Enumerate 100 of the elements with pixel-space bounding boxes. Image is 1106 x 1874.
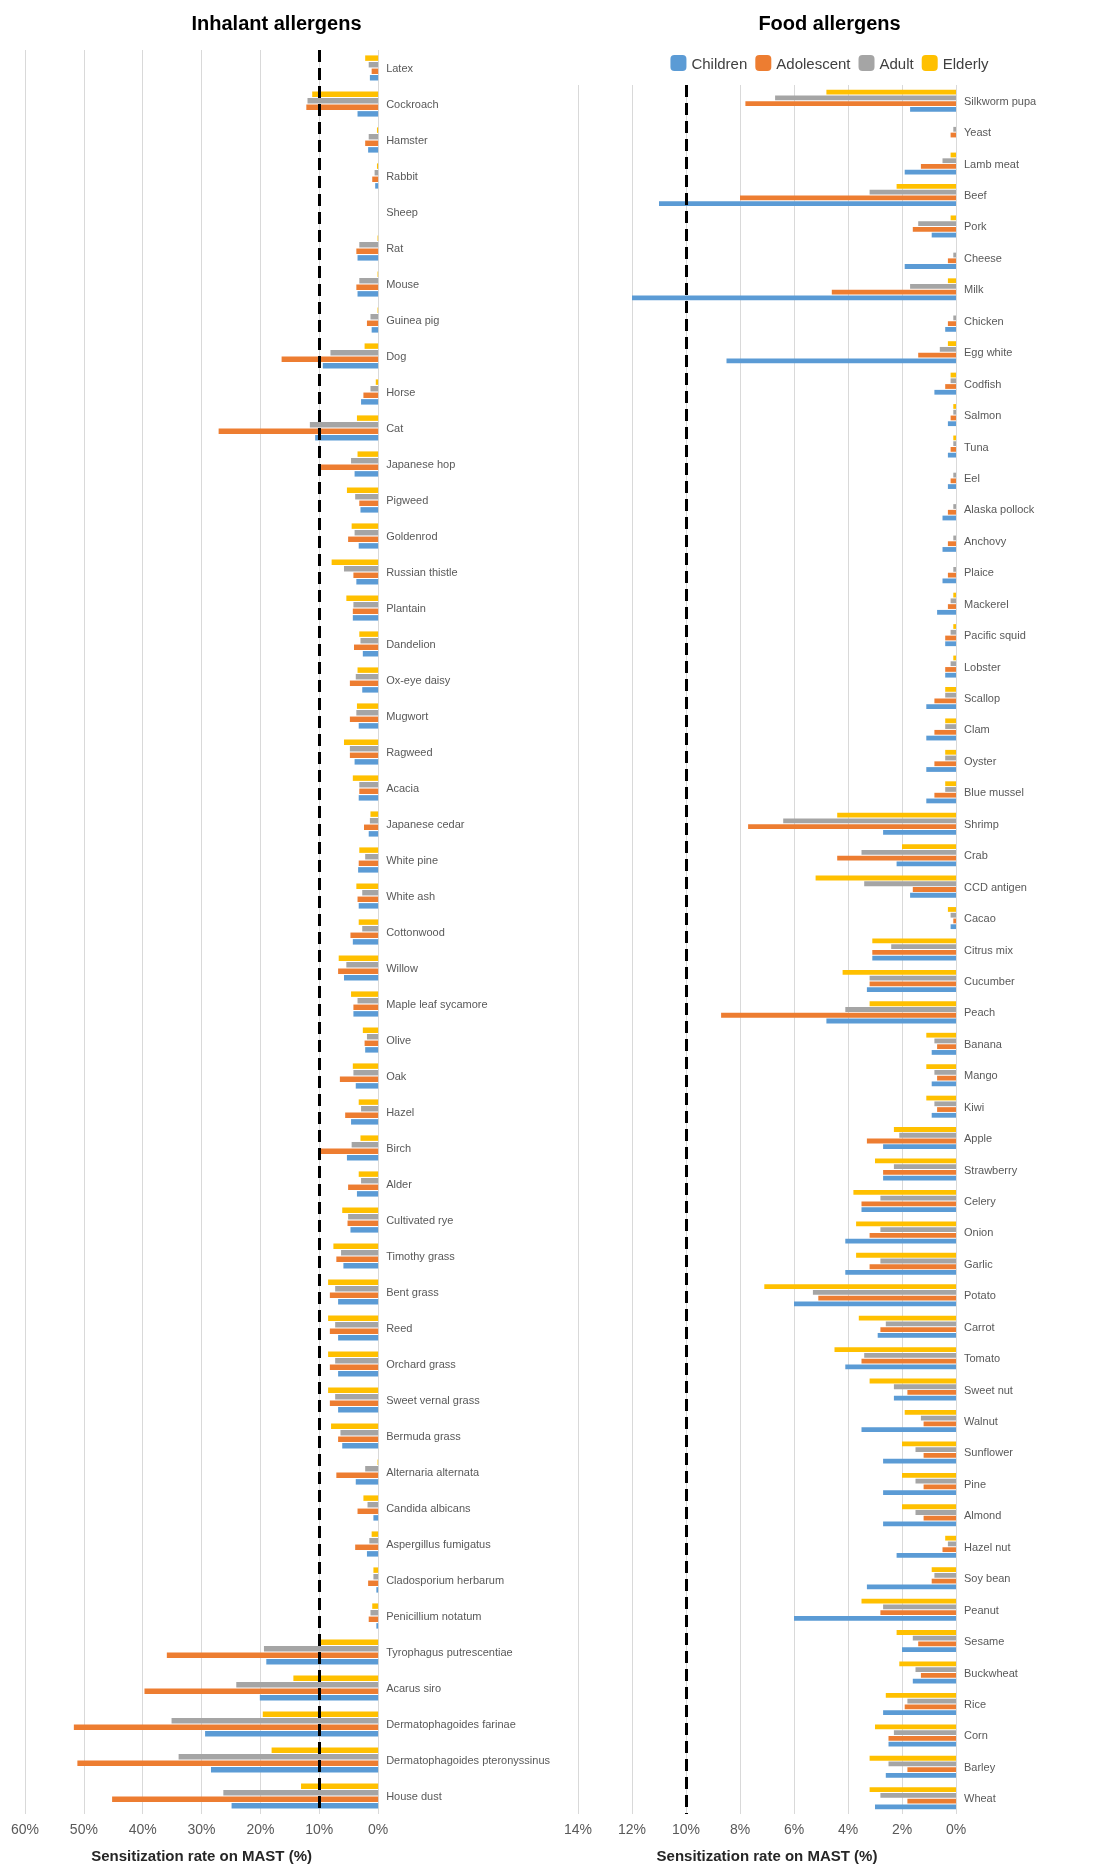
x-tick-label: 60% [10, 1821, 40, 1837]
y-tick-label: White ash [386, 890, 436, 902]
bar [950, 215, 956, 221]
bar [907, 1390, 956, 1395]
y-tick-label: Tuna [964, 440, 990, 453]
bar [947, 484, 956, 489]
bar [341, 1249, 379, 1256]
bar [359, 241, 379, 248]
bar [893, 1730, 956, 1735]
y-tick-label: Egg white [964, 346, 1013, 359]
bar [363, 1495, 379, 1501]
y-tick-label: Japanese cedar [386, 818, 465, 830]
y-tick-label: Pacific squid [964, 629, 1026, 642]
bar [947, 421, 956, 427]
bar [845, 1270, 956, 1275]
bar [880, 1793, 956, 1798]
y-tick-label: Plaice [964, 566, 994, 579]
bar [353, 1004, 379, 1011]
y-tick-label: Acarus siro [386, 1682, 442, 1694]
y-tick-label: Cockroach [386, 98, 439, 110]
bar [333, 1243, 379, 1249]
bar [764, 1284, 956, 1290]
bar [370, 1609, 379, 1616]
y-tick-label: Mouse [386, 278, 420, 290]
y-tick-label: Sweet vernal grass [386, 1394, 481, 1406]
bar [366, 320, 379, 327]
bar [885, 1773, 956, 1778]
bar [356, 284, 379, 291]
bar [370, 385, 379, 392]
bar [358, 1171, 379, 1177]
bar [856, 1221, 956, 1227]
bar [812, 1290, 956, 1295]
y-tick-label: Sunflower [964, 1446, 1014, 1459]
bar [893, 1395, 956, 1401]
legend-label: Adolescent [776, 54, 852, 72]
bar [907, 1767, 956, 1773]
y-tick-label: House dust [386, 1790, 442, 1802]
bar [343, 739, 379, 745]
bar [361, 399, 379, 405]
bar [357, 291, 379, 297]
bar [923, 1452, 956, 1458]
bar [953, 624, 956, 629]
bar [343, 565, 379, 572]
bar [931, 1081, 956, 1087]
bar [888, 1735, 956, 1741]
bar [365, 1047, 379, 1053]
bar [869, 981, 956, 987]
bar [904, 169, 956, 175]
bar [353, 1069, 379, 1076]
bar [366, 1033, 379, 1040]
y-tick-label: CCD antigen [964, 880, 1027, 893]
y-tick-label: Cucumber [964, 974, 1016, 987]
bar [845, 1007, 956, 1012]
bar [945, 667, 956, 672]
bar [348, 1184, 379, 1191]
x-tick-label: 10% [671, 1821, 701, 1837]
bar [353, 572, 379, 579]
bar [363, 392, 379, 399]
bar [945, 718, 956, 724]
bar [259, 1695, 379, 1701]
bar [321, 464, 379, 471]
bar [144, 1688, 379, 1695]
bar [953, 567, 956, 572]
y-tick-label: Russian thistle [386, 566, 458, 578]
bar [950, 598, 956, 604]
x-tick-label: 0% [368, 1821, 389, 1837]
bar [231, 1803, 379, 1809]
bar [912, 226, 956, 232]
y-tick-label: Lamb meat [964, 157, 1020, 170]
bar [348, 536, 379, 543]
bar [885, 1692, 956, 1698]
bar [328, 1387, 379, 1393]
bar [358, 860, 379, 867]
bar [355, 1479, 379, 1485]
bar [338, 1299, 379, 1305]
y-tick-label: Eel [964, 471, 980, 484]
bar [945, 781, 956, 787]
bar [861, 1201, 956, 1207]
bar [336, 1472, 379, 1479]
bar [307, 97, 379, 104]
y-tick-label: Sweet nut [964, 1383, 1013, 1396]
y-tick-label: Celery [964, 1194, 997, 1207]
bar [883, 1604, 956, 1610]
bar [361, 1105, 379, 1112]
x-tick-label: 10% [305, 1821, 334, 1837]
y-tick-label: Apple [964, 1132, 993, 1145]
bar [934, 1572, 956, 1578]
bar [371, 1531, 379, 1537]
bar [73, 1724, 379, 1731]
y-tick-label: Willow [386, 962, 418, 974]
bar [346, 1155, 379, 1161]
y-tick-label: Mugwort [386, 710, 429, 722]
x-axis-title: Sensitization rate on MAST (%) [656, 1847, 878, 1864]
bar [659, 201, 956, 207]
y-tick-label: Plantain [386, 602, 426, 614]
bar [365, 140, 379, 147]
bar [858, 1315, 956, 1321]
bar [338, 968, 379, 975]
bar [338, 955, 379, 961]
bar [953, 435, 956, 441]
